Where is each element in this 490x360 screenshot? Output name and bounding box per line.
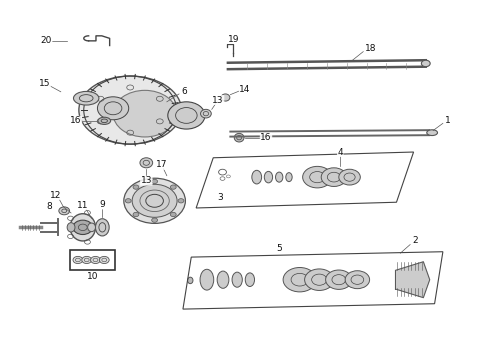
Ellipse shape [140,158,153,168]
Circle shape [171,212,176,217]
Ellipse shape [421,60,430,67]
Ellipse shape [79,76,181,144]
Text: 8: 8 [47,202,52,211]
Circle shape [339,169,360,185]
Circle shape [125,199,131,203]
Text: 20: 20 [41,36,52,45]
Circle shape [133,212,139,217]
Ellipse shape [234,134,244,142]
Circle shape [99,256,109,264]
Text: 4: 4 [338,148,343,157]
Bar [70,249,115,270]
Circle shape [305,269,334,291]
Circle shape [73,220,93,234]
Ellipse shape [427,130,438,135]
Circle shape [152,179,158,184]
Circle shape [345,271,369,289]
Ellipse shape [200,269,214,290]
Circle shape [82,256,92,264]
Text: 11: 11 [77,201,89,210]
Circle shape [59,207,70,215]
Circle shape [132,184,177,217]
Circle shape [98,97,129,120]
Circle shape [133,185,139,189]
Text: 16: 16 [260,133,272,142]
Ellipse shape [67,223,75,232]
Circle shape [326,270,352,289]
Ellipse shape [96,219,109,236]
Ellipse shape [188,277,193,284]
Text: 13: 13 [212,95,224,104]
Ellipse shape [74,91,99,105]
Circle shape [321,168,346,186]
Ellipse shape [252,170,262,184]
Circle shape [91,256,100,264]
Text: 2: 2 [412,237,418,246]
Circle shape [303,166,332,188]
Ellipse shape [70,214,96,241]
Ellipse shape [88,223,96,231]
Text: 9: 9 [99,200,105,209]
Circle shape [178,199,184,203]
Ellipse shape [217,271,229,288]
Text: 5: 5 [276,244,282,253]
Text: 6: 6 [181,86,187,95]
Text: 13: 13 [141,176,152,185]
Ellipse shape [221,94,230,101]
Ellipse shape [275,172,283,182]
Ellipse shape [232,272,243,287]
Ellipse shape [245,273,254,287]
Ellipse shape [264,171,272,183]
Ellipse shape [98,117,111,125]
Text: 16: 16 [70,116,82,125]
Circle shape [168,102,205,129]
Text: 3: 3 [218,193,223,202]
Text: 12: 12 [49,190,61,199]
Circle shape [152,218,158,222]
Circle shape [73,256,83,264]
Text: 15: 15 [39,79,50,88]
Text: 19: 19 [227,35,239,44]
Text: 14: 14 [239,85,251,94]
Text: 10: 10 [87,272,98,281]
Circle shape [124,178,185,224]
Circle shape [283,267,317,292]
Text: 17: 17 [156,161,168,170]
Ellipse shape [200,109,211,118]
Circle shape [171,185,176,189]
Polygon shape [395,262,430,298]
Text: 1: 1 [445,116,451,125]
Ellipse shape [113,90,176,137]
Ellipse shape [286,173,292,181]
Text: 18: 18 [366,44,377,53]
